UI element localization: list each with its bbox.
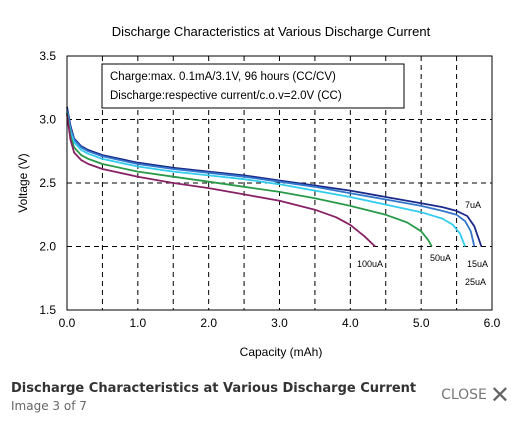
x-tick-label: 1.0 (129, 316, 146, 330)
series-line-7ua (66, 106, 483, 247)
y-tick-label: 1.5 (39, 303, 56, 317)
series-label-7ua: 7uA (465, 200, 481, 210)
chart-title: Discharge Characteristics at Various Dis… (112, 24, 431, 39)
series-lines (66, 106, 483, 248)
annotation-box (101, 63, 405, 109)
close-label: CLOSE (441, 387, 487, 403)
y-axis-label: Voltage (V) (16, 153, 30, 212)
x-tick-label: 2.0 (200, 316, 217, 330)
series-line-100ua (66, 114, 376, 248)
y-tick-label: 2.0 (39, 240, 56, 254)
caption-subtitle: Image 3 of 7 (11, 399, 87, 413)
series-line-50ua (66, 113, 433, 247)
y-tick-label: 3.5 (39, 49, 56, 63)
y-tick-label: 2.5 (39, 176, 56, 190)
x-tick-label: 3.0 (271, 316, 288, 330)
x-tick-label: 0.0 (59, 316, 76, 330)
grid-lines (67, 56, 492, 310)
close-button[interactable]: CLOSE ✕ (441, 381, 510, 409)
annotation-charge: Charge:max. 0.1mA/3.1V, 96 hours (CC/CV) (110, 71, 336, 83)
series-label-100ua: 100uA (357, 259, 383, 269)
annotation-discharge: Discharge:respective current/c.o.v=2.0V … (110, 90, 342, 102)
y-tick-label: 3.0 (39, 113, 56, 127)
x-tick-labels: 0.0 1.0 2.0 3.0 4.0 5.0 6.0 (59, 316, 501, 330)
plot-frame (66, 55, 493, 311)
y-tick-labels: 1.5 2.0 2.5 3.0 3.5 (39, 49, 56, 317)
series-line-25ua (66, 111, 466, 247)
close-icon: ✕ (489, 381, 510, 409)
discharge-chart: Discharge Characteristics at Various Dis… (16, 24, 501, 359)
x-tick-label: 4.0 (342, 316, 359, 330)
series-line-15ua (66, 109, 476, 247)
x-tick-label: 6.0 (484, 316, 501, 330)
series-label-15ua: 15uA (467, 259, 488, 269)
caption-title: Discharge Characteristics at Various Dis… (11, 381, 417, 396)
series-label-50ua: 50uA (430, 253, 451, 263)
series-label-25ua: 25uA (465, 277, 486, 287)
x-tick-label: 5.0 (413, 316, 430, 330)
x-axis-label: Capacity (mAh) (240, 345, 323, 359)
